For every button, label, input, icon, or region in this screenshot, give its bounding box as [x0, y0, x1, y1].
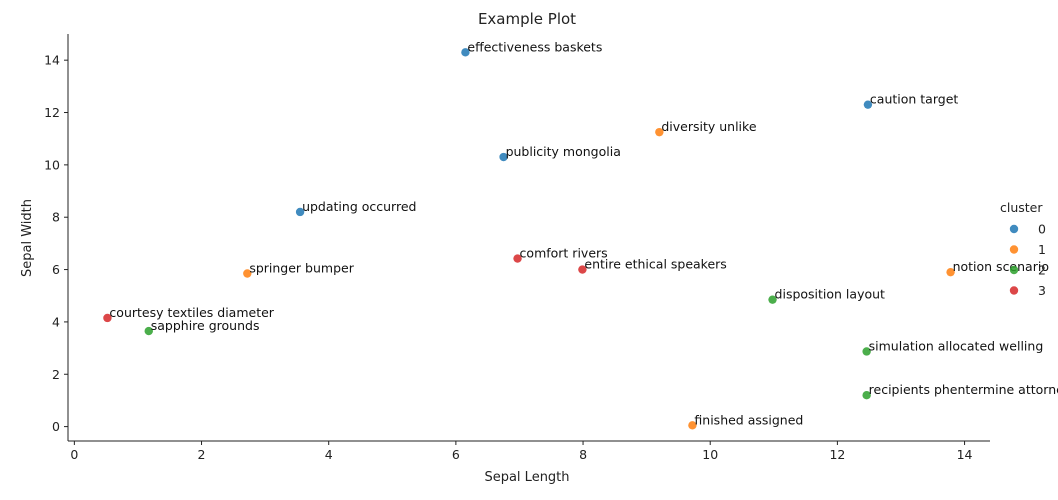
legend-marker [1009, 245, 1019, 254]
data-point [578, 265, 587, 274]
data-point [863, 100, 873, 109]
legend-title: cluster [1000, 200, 1043, 215]
point-label: caution target [870, 92, 958, 107]
x-tick-label: 2 [198, 447, 206, 462]
y-tick-label: 10 [44, 157, 60, 172]
data-point [862, 347, 871, 356]
x-tick-label: 6 [452, 447, 460, 462]
y-tick-label: 8 [52, 210, 60, 225]
y-tick-label: 0 [52, 419, 60, 434]
y-tick-label: 6 [52, 262, 60, 277]
legend-marker [1009, 286, 1019, 295]
data-point [295, 207, 305, 217]
axes [67, 34, 990, 442]
legend-marker [1009, 265, 1019, 275]
data-points [103, 48, 955, 430]
chart-title: Example Plot [478, 10, 576, 28]
point-label: courtesy textiles diameter [109, 305, 274, 320]
point-label: simulation allocated welling [869, 338, 1044, 353]
x-tick-label: 8 [579, 447, 587, 462]
x-ticks: 0 2 4 6 8 10 12 14 [70, 441, 973, 462]
x-tick-label: 4 [325, 447, 333, 462]
data-point [768, 295, 777, 304]
point-label: springer bumper [249, 260, 354, 275]
legend-marker [1009, 224, 1019, 234]
data-point [946, 267, 955, 277]
point-label: publicity mongolia [506, 144, 621, 159]
legend-label: 0 [1038, 222, 1046, 237]
data-point [499, 152, 508, 162]
data-point [688, 421, 697, 430]
legend-label: 2 [1038, 263, 1046, 278]
legend-label: 3 [1038, 283, 1046, 298]
x-tick-label: 14 [957, 447, 973, 462]
point-label: disposition layout [775, 287, 886, 302]
y-ticks: 0 2 4 6 8 10 12 14 [44, 53, 68, 434]
point-label: updating occurred [302, 199, 416, 214]
data-point [103, 313, 112, 323]
legend: cluster 0 1 2 3 [1000, 200, 1046, 298]
y-tick-label: 4 [52, 314, 60, 329]
x-tick-label: 12 [829, 447, 845, 462]
data-point [243, 269, 252, 278]
data-point [513, 254, 522, 263]
point-label: recipients phentermine attorneys [869, 382, 1058, 397]
x-tick-label: 0 [70, 447, 78, 462]
point-label: sapphire grounds [151, 318, 260, 333]
data-point [862, 390, 871, 400]
point-label: effectiveness baskets [467, 39, 602, 54]
legend-label: 1 [1038, 242, 1046, 257]
y-tick-label: 14 [44, 53, 60, 68]
point-label: comfort rivers [520, 246, 608, 261]
y-tick-label: 12 [44, 105, 60, 120]
y-tick-label: 2 [52, 367, 60, 382]
y-axis-label: Sepal Width [20, 199, 35, 277]
x-tick-label: 10 [702, 447, 718, 462]
point-label: notion scenario [953, 259, 1049, 274]
data-point [144, 326, 153, 336]
data-point [655, 127, 664, 137]
point-label: diversity unlike [661, 119, 756, 134]
point-label: entire ethical speakers [584, 257, 726, 272]
data-point [461, 48, 470, 57]
x-axis-label: Sepal Length [484, 470, 569, 485]
point-labels: effectiveness baskets caution target publi… [109, 39, 1058, 427]
point-label: finished assigned [694, 412, 803, 427]
